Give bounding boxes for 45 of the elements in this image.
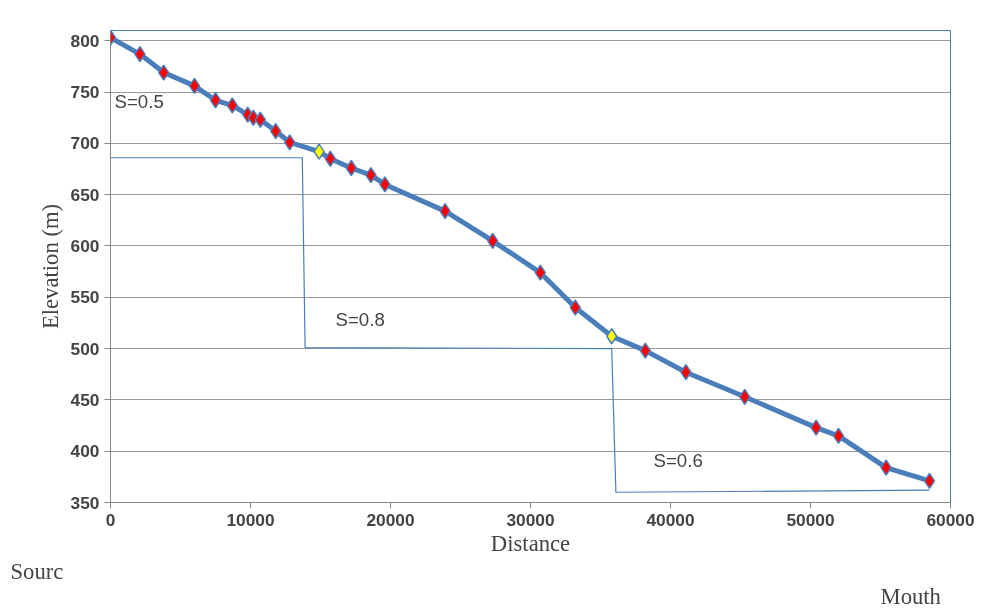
y-tick-label: 550 bbox=[70, 287, 100, 308]
point bbox=[880, 459, 892, 476]
point bbox=[345, 159, 358, 177]
text: Sourc bbox=[10, 559, 64, 584]
point bbox=[324, 150, 337, 168]
y-tick-label: 450 bbox=[70, 389, 100, 410]
point bbox=[832, 427, 845, 445]
text: Mouth bbox=[880, 584, 942, 609]
y-tick-label: 650 bbox=[70, 184, 100, 205]
x-tick-label: 30000 bbox=[506, 509, 555, 530]
point bbox=[923, 472, 936, 490]
point bbox=[605, 328, 618, 345]
point bbox=[738, 388, 751, 406]
y-tick-label: 500 bbox=[70, 338, 100, 359]
point bbox=[188, 77, 201, 95]
y-tick-label: 700 bbox=[70, 133, 100, 154]
annotation: S=0.6 bbox=[653, 450, 703, 471]
annotation: S=0.8 bbox=[335, 309, 385, 330]
point bbox=[226, 97, 239, 114]
y-tick-label: 600 bbox=[70, 235, 100, 256]
x-axis-title: Distance bbox=[490, 530, 571, 556]
x-tick-label: 10000 bbox=[226, 509, 275, 530]
point bbox=[639, 342, 652, 359]
point bbox=[209, 92, 222, 109]
y-tick-label: 350 bbox=[70, 492, 100, 513]
point bbox=[254, 111, 267, 129]
x-tick-label: 20000 bbox=[366, 509, 415, 530]
y-tick-label: 400 bbox=[70, 441, 100, 462]
point bbox=[486, 232, 499, 250]
x-tick-label: 60000 bbox=[926, 509, 975, 530]
x-tick-label: 0 bbox=[105, 509, 116, 530]
point bbox=[269, 122, 282, 140]
y-tick-label: 800 bbox=[70, 30, 100, 51]
point bbox=[810, 419, 822, 436]
y-axis-title: Elevation (m) bbox=[37, 203, 63, 330]
point bbox=[534, 264, 547, 281]
point bbox=[379, 176, 391, 193]
x-tick-label: 50000 bbox=[786, 509, 835, 530]
annotation: S=0.5 bbox=[114, 91, 164, 112]
point bbox=[157, 64, 170, 81]
point bbox=[283, 134, 296, 151]
x-tick-label: 40000 bbox=[646, 509, 695, 530]
point bbox=[313, 143, 325, 160]
y-tick-label: 750 bbox=[70, 82, 100, 103]
point bbox=[569, 299, 582, 316]
